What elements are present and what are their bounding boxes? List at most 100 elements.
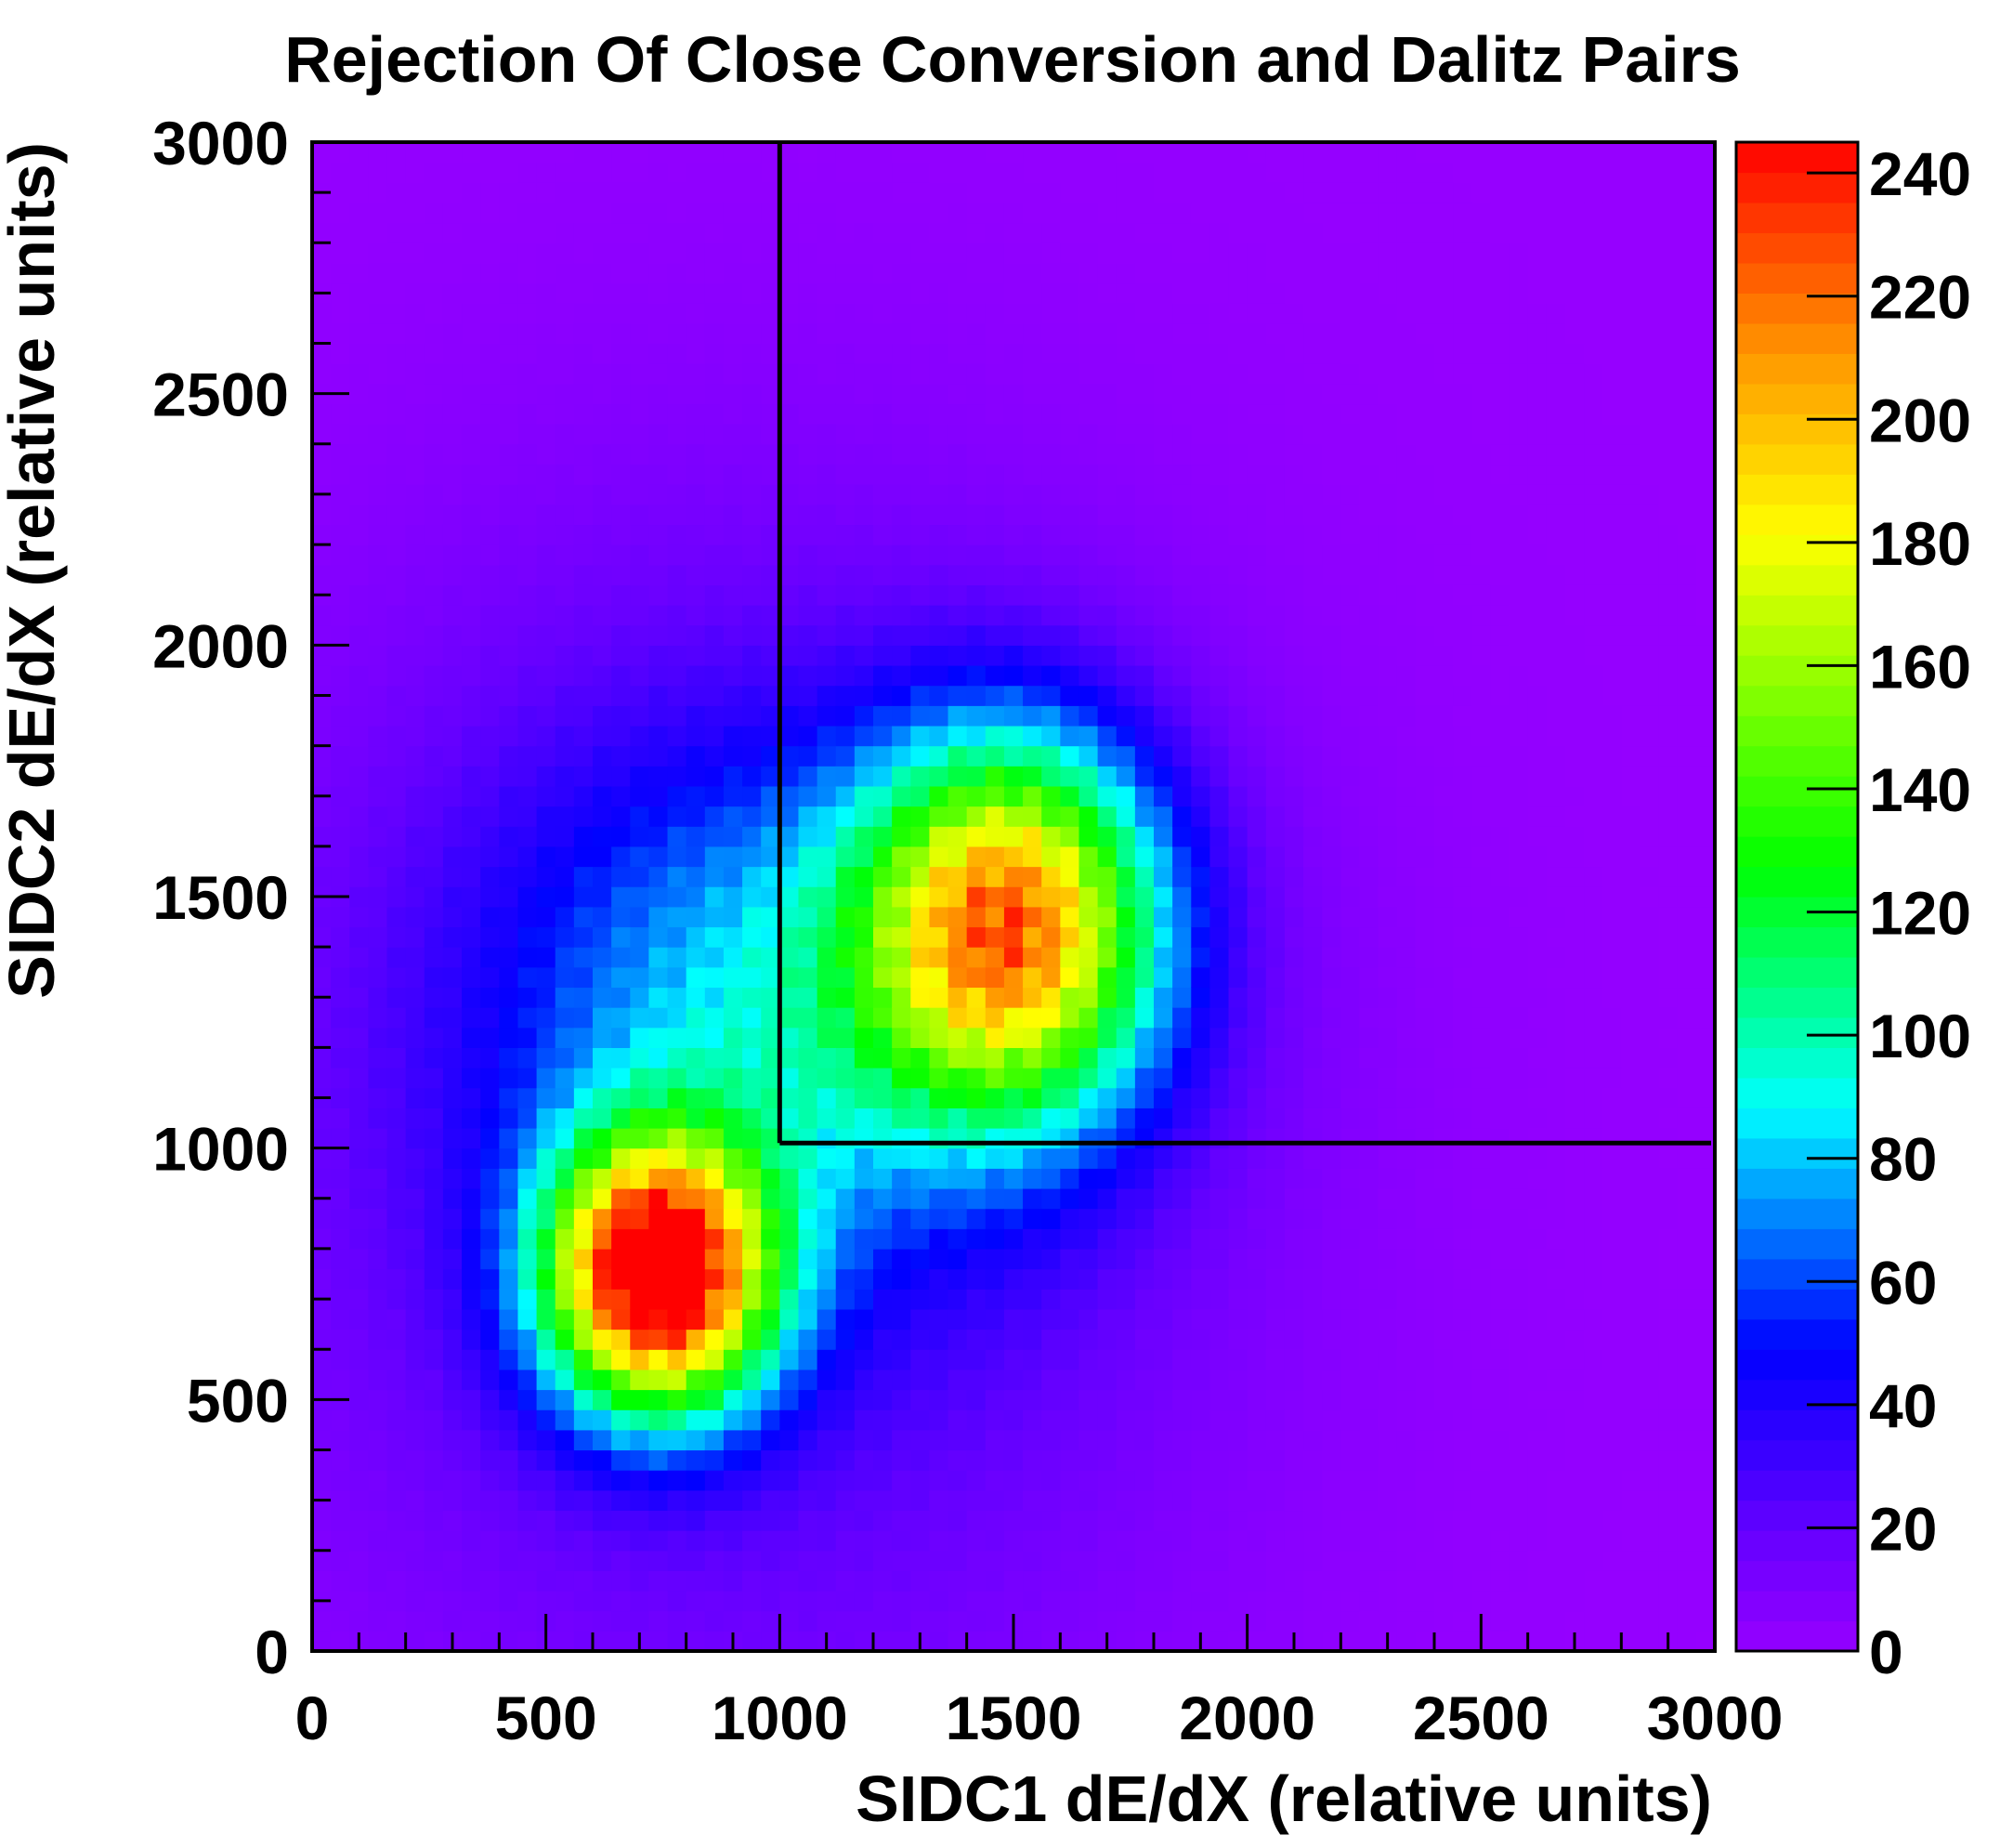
heatmap-cell [405, 1027, 425, 1048]
heatmap-cell [1509, 1308, 1529, 1330]
heatmap-cell [817, 544, 837, 566]
heatmap-cell [593, 1228, 612, 1250]
heatmap-cell [1191, 1510, 1210, 1531]
heatmap-cell [331, 785, 350, 807]
heatmap-cell [910, 1610, 930, 1632]
heatmap-cell [1359, 1530, 1379, 1552]
heatmap-cell [1284, 1610, 1304, 1632]
heatmap-cell [1396, 705, 1417, 727]
heatmap-cell [1003, 1308, 1024, 1330]
heatmap-cell [536, 1389, 556, 1410]
heatmap-cell [985, 725, 1005, 747]
heatmap-cell [630, 1610, 649, 1632]
heatmap-cell [1116, 202, 1136, 224]
heatmap-cell [555, 645, 575, 666]
heatmap-cell [480, 645, 500, 666]
heatmap-cell [1116, 1610, 1136, 1632]
heatmap-cell [1471, 303, 1491, 324]
heatmap-cell [1209, 624, 1230, 646]
heatmap-cell [517, 745, 538, 767]
heatmap-cell [368, 1027, 388, 1048]
heatmap-cell [1191, 1208, 1210, 1229]
heatmap-cell [1134, 926, 1155, 948]
heatmap-cell [1303, 1168, 1323, 1189]
heatmap-cell [948, 1389, 968, 1410]
heatmap-cell [1546, 745, 1566, 767]
heatmap-cell [331, 1409, 350, 1431]
heatmap-cell [667, 1128, 687, 1149]
heatmap-cell [1453, 162, 1472, 183]
heatmap-cell [1284, 645, 1304, 666]
heatmap-cell [1003, 1389, 1024, 1410]
heatmap-cell [779, 1187, 800, 1210]
heatmap-cell [536, 1510, 556, 1531]
heatmap-cell [1415, 242, 1435, 264]
heatmap-cell [1209, 766, 1230, 787]
heatmap-cell [1003, 142, 1024, 164]
heatmap-cell [742, 1389, 762, 1410]
heatmap-cell [892, 605, 911, 626]
heatmap-cell [1191, 182, 1210, 203]
heatmap-cell [892, 1489, 911, 1512]
heatmap-cell [1322, 464, 1341, 485]
heatmap-cell [517, 504, 538, 526]
heatmap-cell [1191, 806, 1210, 827]
heatmap-cell [686, 1128, 706, 1149]
heatmap-cell [1415, 282, 1435, 304]
heatmap-cell [1228, 725, 1248, 747]
heatmap-cell [1303, 262, 1323, 284]
heatmap-cell [368, 785, 388, 807]
heatmap-cell [723, 403, 743, 425]
heatmap-cell [723, 1027, 743, 1048]
heatmap-cell [1116, 664, 1136, 687]
heatmap-cell [1265, 1228, 1286, 1250]
heatmap-cell [1228, 1128, 1248, 1149]
heatmap-cell [573, 1248, 594, 1270]
heatmap-cell [1509, 303, 1529, 324]
heatmap-cell [1527, 262, 1548, 284]
heatmap-cell [1078, 222, 1099, 243]
heatmap-cell [873, 262, 893, 284]
heatmap-cell [742, 1550, 762, 1571]
heatmap-cell [1041, 947, 1061, 968]
heatmap-cell [349, 1369, 369, 1391]
heatmap-cell [966, 845, 987, 868]
heatmap-cell [1284, 685, 1304, 706]
heatmap-cell [985, 624, 1005, 646]
heatmap-cell [1453, 1389, 1472, 1410]
heatmap-cell [1003, 443, 1024, 465]
heatmap-cell [686, 906, 706, 928]
heatmap-cell [517, 424, 538, 445]
heatmap-cell [1322, 1409, 1341, 1431]
heatmap-cell [405, 544, 425, 566]
heatmap-cell [723, 664, 743, 687]
heatmap-cell [1134, 564, 1155, 585]
heatmap-cell [910, 624, 930, 646]
heatmap-cell [892, 1409, 911, 1431]
heatmap-cell [892, 1268, 911, 1290]
heatmap-cell [312, 1047, 332, 1068]
heatmap-cell [1340, 303, 1361, 324]
heatmap-cell [704, 785, 725, 807]
heatmap-cell [1209, 282, 1230, 304]
heatmap-cell [892, 745, 911, 767]
heatmap-cell [1546, 1429, 1566, 1451]
heatmap-cell [611, 745, 631, 767]
heatmap-cell [1265, 1128, 1286, 1149]
heatmap-cell [442, 785, 463, 807]
heatmap-cell [985, 202, 1005, 224]
heatmap-cell [892, 1128, 911, 1149]
heatmap-cell [593, 1530, 612, 1552]
heatmap-cell [1378, 1389, 1398, 1410]
heatmap-cell [873, 424, 893, 445]
heatmap-cell [798, 524, 818, 545]
heatmap-cell [723, 947, 743, 968]
heatmap-cell [1527, 1128, 1548, 1149]
heatmap-cell [1265, 1610, 1286, 1632]
heatmap-cell [630, 1591, 649, 1612]
heatmap-cell [854, 544, 874, 566]
heatmap-cell [1209, 1268, 1230, 1290]
heatmap-cell [1527, 1470, 1548, 1491]
heatmap-cell [611, 182, 631, 203]
heatmap-cell [1209, 1128, 1230, 1149]
